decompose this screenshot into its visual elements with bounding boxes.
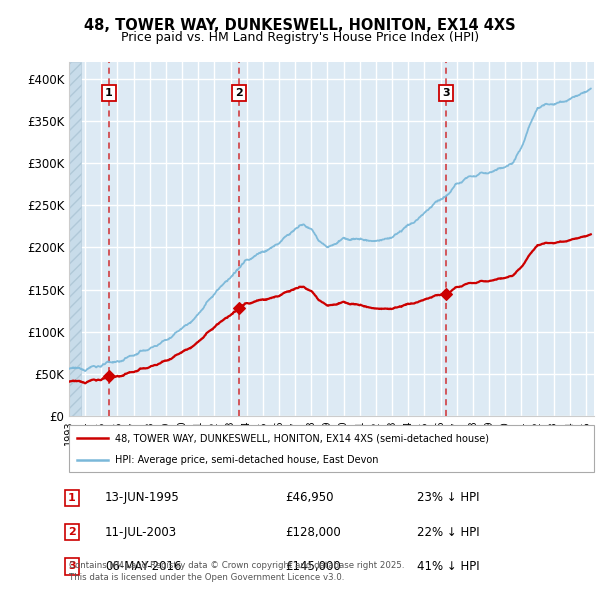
Text: 3: 3 (68, 562, 76, 571)
Text: 06-MAY-2016: 06-MAY-2016 (105, 560, 182, 573)
Text: 13-JUN-1995: 13-JUN-1995 (105, 491, 180, 504)
Text: 41% ↓ HPI: 41% ↓ HPI (417, 560, 479, 573)
Text: 11-JUL-2003: 11-JUL-2003 (105, 526, 177, 539)
Text: Contains HM Land Registry data © Crown copyright and database right 2025.
This d: Contains HM Land Registry data © Crown c… (69, 561, 404, 582)
Text: 3: 3 (442, 88, 450, 98)
Text: 23% ↓ HPI: 23% ↓ HPI (417, 491, 479, 504)
Text: 22% ↓ HPI: 22% ↓ HPI (417, 526, 479, 539)
Bar (69, 62, 81, 416)
Text: 2: 2 (68, 527, 76, 537)
Text: 48, TOWER WAY, DUNKESWELL, HONITON, EX14 4XS (semi-detached house): 48, TOWER WAY, DUNKESWELL, HONITON, EX14… (115, 433, 489, 443)
Text: £145,000: £145,000 (285, 560, 341, 573)
Text: 2: 2 (235, 88, 243, 98)
Text: 48, TOWER WAY, DUNKESWELL, HONITON, EX14 4XS: 48, TOWER WAY, DUNKESWELL, HONITON, EX14… (84, 18, 516, 32)
Text: £46,950: £46,950 (285, 491, 334, 504)
FancyBboxPatch shape (69, 425, 594, 472)
Text: 1: 1 (68, 493, 76, 503)
Text: HPI: Average price, semi-detached house, East Devon: HPI: Average price, semi-detached house,… (115, 455, 379, 465)
Text: 1: 1 (105, 88, 112, 98)
Text: Price paid vs. HM Land Registry's House Price Index (HPI): Price paid vs. HM Land Registry's House … (121, 31, 479, 44)
Text: £128,000: £128,000 (285, 526, 341, 539)
